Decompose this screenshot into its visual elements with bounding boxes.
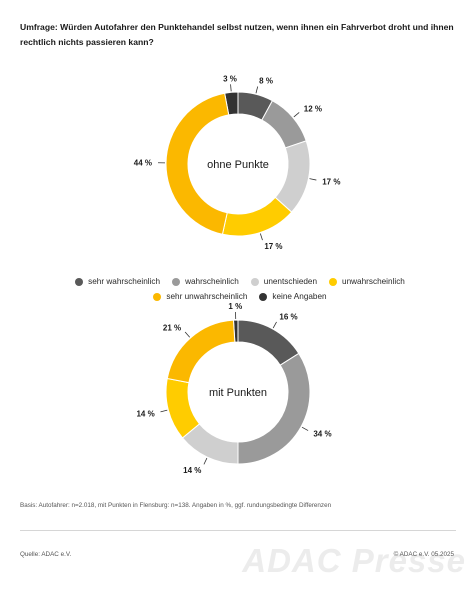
- donut-center-label: ohne Punkte: [207, 159, 269, 171]
- legend-label: keine Angaben: [272, 292, 327, 301]
- legend-label: unentschieden: [263, 277, 318, 286]
- value-label-sehr-unwahrscheinlich: 21 %: [163, 323, 181, 332]
- legend-item: keine Angaben: [259, 291, 327, 303]
- donut-chart-ohne-punkte: 3 % 8 % 12 % 17 % 17 % 44 % ohne Punkte: [134, 74, 341, 250]
- value-label-unentschieden: 17 %: [322, 177, 340, 186]
- value-label-sehr-wahrscheinlich: 8 %: [259, 77, 273, 86]
- donut-center-label: mit Punkten: [209, 387, 267, 399]
- chart-title: Umfrage: Würden Autofahrer den Punktehan…: [20, 22, 454, 47]
- legend-swatch-icon: [259, 293, 268, 301]
- value-label-sehr-wahrscheinlich: 16 %: [279, 313, 297, 322]
- donut-chart-mit-punkten: 1 % 16 % 34 % 14 % 14 % 21 % mit Punkten: [136, 302, 331, 475]
- label-leader-line: [293, 112, 300, 118]
- legend-swatch-icon: [250, 278, 259, 286]
- slice-sehr-unwahrscheinlich: [166, 319, 236, 384]
- label-leader-line: [259, 233, 263, 241]
- legend-item: wahrscheinlich: [172, 276, 239, 288]
- label-leader-line: [272, 321, 277, 329]
- slice-sehr-wahrscheinlich: [237, 319, 300, 366]
- legend-swatch-icon: [329, 278, 338, 286]
- label-leader-line: [160, 409, 168, 413]
- value-label-sehr-unwahrscheinlich: 44 %: [134, 159, 152, 168]
- value-label-unwahrscheinlich: 17 %: [264, 242, 282, 251]
- label-leader-line: [230, 84, 232, 92]
- slice-wahrscheinlich: [237, 352, 311, 465]
- copyright-note: © ADAC e.V. 05.2025: [393, 551, 454, 558]
- legend-label: unwahrscheinlich: [342, 277, 405, 286]
- value-label-unwahrscheinlich: 14 %: [136, 409, 154, 418]
- slice-unwahrscheinlich: [221, 196, 293, 237]
- basis-note: Basis: Autofahrer: n=2.018, mit Punkten …: [20, 502, 332, 509]
- legend-label: sehr unwahrscheinlich: [166, 292, 248, 301]
- legend-item: unwahrscheinlich: [329, 276, 405, 288]
- label-leader-line: [255, 86, 259, 94]
- legend-swatch-icon: [75, 278, 84, 286]
- label-leader-line: [309, 178, 317, 181]
- legend-item: unentschieden: [250, 276, 318, 288]
- value-label-wahrscheinlich: 12 %: [304, 105, 322, 114]
- legend-item: sehr wahrscheinlich: [75, 276, 160, 288]
- value-label-keine-angaben: 1 %: [228, 302, 242, 311]
- slice-wahrscheinlich: [261, 100, 307, 149]
- label-leader-line: [203, 457, 208, 465]
- legend-swatch-icon: [153, 293, 162, 301]
- label-leader-line: [184, 331, 191, 338]
- legend-label: wahrscheinlich: [185, 277, 239, 286]
- source-note: Quelle: ADAC e.V.: [20, 551, 72, 558]
- value-label-keine-angaben: 3 %: [223, 74, 237, 83]
- legend: sehr wahrscheinlich wahrscheinlich unent…: [30, 276, 450, 303]
- value-label-wahrscheinlich: 34 %: [313, 429, 331, 438]
- value-label-unentschieden: 14 %: [183, 466, 201, 475]
- legend-item: sehr unwahrscheinlich: [153, 291, 247, 303]
- legend-swatch-icon: [172, 278, 181, 286]
- label-leader-line: [301, 426, 309, 431]
- footer-divider: [20, 530, 456, 531]
- legend-label: sehr wahrscheinlich: [88, 277, 161, 286]
- slice-sehr-unwahrscheinlich: [165, 92, 230, 235]
